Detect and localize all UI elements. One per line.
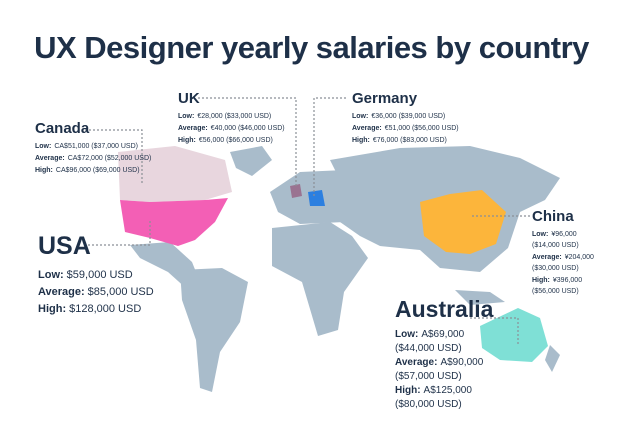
leader-line [84,220,151,246]
country-name: China [532,208,574,225]
salary-value: €28,000 ($33,000 USD) [197,112,272,120]
salary-row: Low: €36,000 ($39,000 USD) [352,111,502,123]
salary-row: Average: €40,000 ($46,000 USD) [178,123,318,135]
country-label: Australia Low: A$69,000 ($44,000 USD) Avera… [395,296,494,412]
salary-label: Low: [178,112,195,120]
title: UX Designer yearly salaries by country [34,30,589,65]
country-name: USA [38,232,91,260]
country-name: Canada [35,120,90,137]
leader-line [85,129,143,185]
salary-value: ¥396,000 ($56,000 USD) [532,276,583,296]
china-shape [420,190,506,254]
salary-label: Average: [38,285,85,298]
indonesia [455,290,505,305]
salary-row: Average: CA$72,000 ($52,000 USD) [35,153,195,165]
salary-row: High: A$125,000 ($80,000 USD) [395,384,487,412]
salary-label: High: [38,302,67,315]
salary-value: ¥204,000 ($30,000 USD) [532,253,594,273]
salary-row: High: €56,000 ($66,000 USD) [178,135,318,147]
salary-row: Average: $85,000 USD [38,284,198,301]
salary-value: CA$51,000 ($37,000 USD) [54,142,138,150]
salary-row: High: $128,000 USD [38,301,198,318]
salary-row: High: CA$96,000 ($69,000 USD) [35,165,195,177]
salary-row: Low: $59,000 USD [38,267,198,284]
germany-shape [308,190,325,206]
leader-line [198,97,297,188]
salary-label: Average: [395,357,438,368]
salary-label: Average: [352,124,382,132]
leader-line [470,317,519,345]
africa [272,222,368,336]
country-label: USA Low: $59,000 USD Average: $85,000 USD Hig… [38,232,198,318]
salary-value: €40,000 ($46,000 USD) [210,124,285,132]
leader-lines [84,97,530,345]
salary-label: Average: [35,154,65,162]
salary-value: A$90,000 ($57,000 USD) [395,357,484,382]
salary-row: Low: ¥96,000 ($14,000 USD) [532,229,602,252]
salary-value: $85,000 USD [87,285,154,298]
salary-row: Low: CA$51,000 ($37,000 USD) [35,141,195,153]
salary-label: Low: [395,329,419,340]
country-label: China Low: ¥96,000 ($14,000 USD) Average: ¥2… [532,208,602,298]
australia-shape [480,308,548,362]
country-label: Canada Low: CA$51,000 ($37,000 USD) Average… [35,120,195,177]
salary-value: CA$96,000 ($69,000 USD) [55,166,140,174]
salary-value: $128,000 USD [69,302,142,315]
leader-line [313,97,346,196]
salary-label: Average: [178,124,208,132]
salary-value: ¥96,000 ($14,000 USD) [532,230,579,250]
salary-row: High: €76,000 ($83,000 USD) [352,135,502,147]
salary-label: High: [352,136,370,144]
canada-shape [118,146,232,202]
salary-row: Low: €28,000 ($33,000 USD) [178,111,318,123]
new-zealand [545,345,560,372]
salary-value: €76,000 ($83,000 USD) [372,136,447,144]
uk-shape [290,184,302,198]
usa-shape [120,198,228,246]
salary-label: Low: [532,230,549,238]
salary-row: Average: ¥204,000 ($30,000 USD) [532,252,602,275]
greenland [230,146,272,176]
south-america [180,268,248,392]
salary-row: Average: A$90,000 ($57,000 USD) [395,356,487,384]
salary-label: High: [178,136,196,144]
salary-label: Low: [35,142,52,150]
europe [270,170,345,224]
salary-value: €51,000 ($56,000 USD) [384,124,459,132]
country-name: Australia [395,296,494,322]
country-label: Germany Low: €36,000 ($39,000 USD) Average:… [352,90,502,147]
salary-label: Average: [532,253,562,261]
salary-value: €36,000 ($39,000 USD) [371,112,446,120]
salary-label: High: [532,276,550,284]
salary-label: Low: [38,268,64,281]
salary-value: A$69,000 ($44,000 USD) [395,329,465,354]
country-label: UK Low: €28,000 ($33,000 USD) Average: €40,0… [178,90,318,147]
salary-value: A$125,000 ($80,000 USD) [395,385,472,410]
salary-row: High: ¥396,000 ($56,000 USD) [532,275,602,298]
salary-label: High: [35,166,53,174]
country-name: UK [178,90,200,107]
salary-label: Low: [352,112,369,120]
salary-value: €56,000 ($66,000 USD) [198,136,273,144]
salary-row: Low: A$69,000 ($44,000 USD) [395,328,487,356]
salary-label: High: [395,385,421,396]
country-name: Germany [352,90,418,107]
salary-row: Average: €51,000 ($56,000 USD) [352,123,502,135]
salary-value: CA$72,000 ($52,000 USD) [67,154,152,162]
salary-value: $59,000 USD [66,268,133,281]
